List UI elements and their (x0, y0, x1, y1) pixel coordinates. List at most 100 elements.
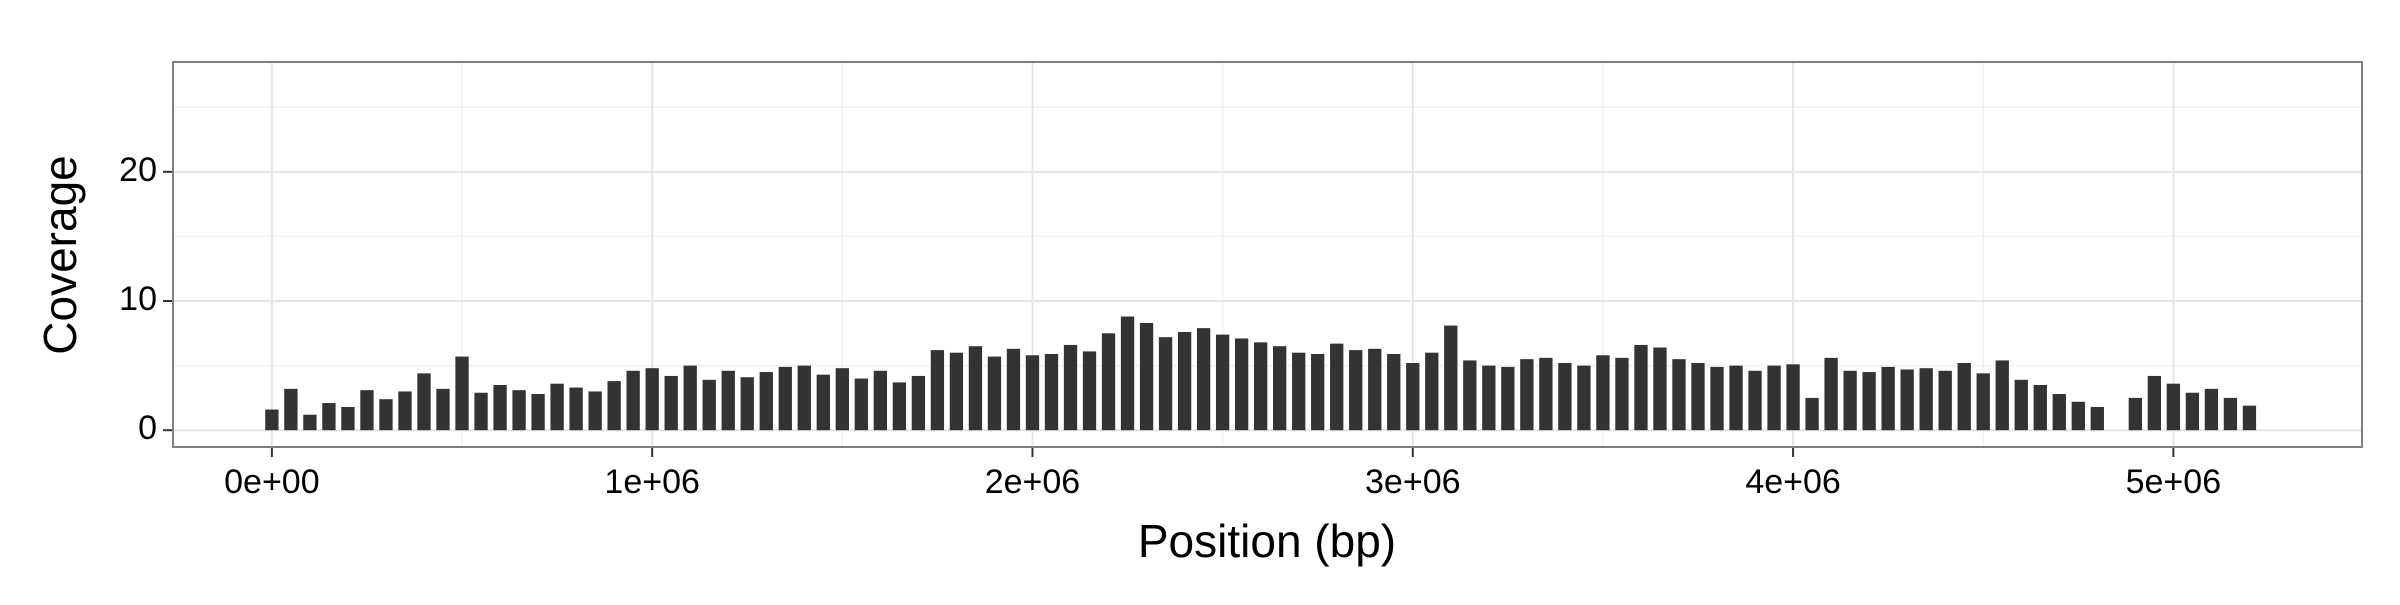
bar (1539, 357, 1553, 431)
bar (873, 370, 888, 431)
bar (2014, 379, 2028, 431)
x-tick-label: 5e+06 (2126, 463, 2222, 501)
bar (1805, 397, 1819, 431)
bar (1957, 363, 1971, 431)
bar (493, 384, 507, 431)
bar (664, 375, 678, 431)
bar (1976, 373, 1990, 431)
bar (2147, 375, 2162, 431)
bar (607, 381, 621, 431)
bar (1615, 357, 1629, 431)
x-axis-label: Position (bp) (1138, 515, 1396, 567)
bar (721, 370, 735, 431)
bar (1482, 365, 1496, 431)
bar (1919, 368, 1933, 431)
bar (1691, 363, 1705, 431)
bar (417, 373, 431, 431)
bar (265, 409, 279, 431)
bar (911, 375, 926, 431)
bar (1520, 359, 1534, 431)
bar (1139, 322, 1154, 431)
bar (1101, 333, 1116, 431)
bar (2128, 397, 2142, 431)
bar (1406, 363, 1420, 431)
bar (1063, 344, 1078, 431)
bar (930, 350, 945, 431)
y-tick-label: 0 (138, 409, 157, 447)
bar (436, 388, 450, 431)
bar (1786, 364, 1800, 431)
bar (341, 406, 355, 431)
bar (1767, 365, 1781, 431)
bar (1900, 369, 1914, 431)
bar (835, 368, 849, 431)
bar (987, 356, 1002, 431)
bar (1577, 365, 1591, 431)
bar (550, 383, 564, 431)
bar (1311, 353, 1325, 431)
bar (816, 374, 830, 431)
bar (1881, 366, 1895, 431)
bar (360, 390, 374, 431)
bar (1824, 357, 1838, 431)
bar (2223, 397, 2238, 431)
bar (303, 414, 317, 431)
bar (1425, 352, 1439, 431)
bar (778, 366, 792, 431)
bar (398, 391, 412, 431)
bar (892, 382, 907, 431)
bar (1634, 344, 1648, 431)
bar (968, 346, 983, 431)
bar (1672, 359, 1686, 431)
bar (2033, 384, 2047, 431)
bar (645, 368, 659, 431)
y-tick-label: 20 (119, 151, 157, 189)
bar (1862, 372, 1876, 431)
plot-panel (172, 61, 2363, 448)
bar (1729, 365, 1743, 431)
bar (531, 394, 545, 431)
bar (854, 378, 868, 431)
bar (1368, 348, 1382, 431)
bar (1843, 370, 1857, 431)
bar (2242, 405, 2257, 431)
bar (1006, 348, 1021, 431)
bar (379, 399, 393, 431)
bar (2166, 383, 2181, 431)
bar (1653, 347, 1667, 431)
bar (1253, 342, 1268, 431)
x-tick-label: 0e+00 (224, 463, 320, 501)
bar (1387, 353, 1401, 431)
y-axis-label: Coverage (34, 155, 86, 354)
bar (1995, 360, 2009, 431)
bar (1215, 334, 1230, 431)
bar (1234, 338, 1249, 431)
bar (2071, 401, 2085, 431)
bar (1177, 332, 1192, 431)
bar (1330, 343, 1344, 431)
bar (797, 365, 811, 431)
bar (683, 365, 697, 431)
bar (588, 391, 602, 431)
bar (1558, 363, 1572, 431)
bar (1025, 355, 1040, 431)
bar (1596, 355, 1610, 431)
bar (284, 388, 298, 431)
bar (1120, 316, 1135, 431)
bar (1158, 337, 1173, 431)
bar (2052, 394, 2066, 431)
bar (1196, 328, 1211, 431)
bar (949, 352, 964, 431)
x-tick-label: 1e+06 (604, 463, 700, 501)
bar (1444, 325, 1458, 431)
bar (455, 356, 469, 431)
bar (1710, 366, 1724, 431)
bar (2185, 392, 2200, 431)
bar (1501, 366, 1515, 431)
x-tick-label: 3e+06 (1365, 463, 1461, 501)
bar (626, 370, 640, 431)
bar (1273, 346, 1287, 431)
bar (1349, 350, 1363, 431)
